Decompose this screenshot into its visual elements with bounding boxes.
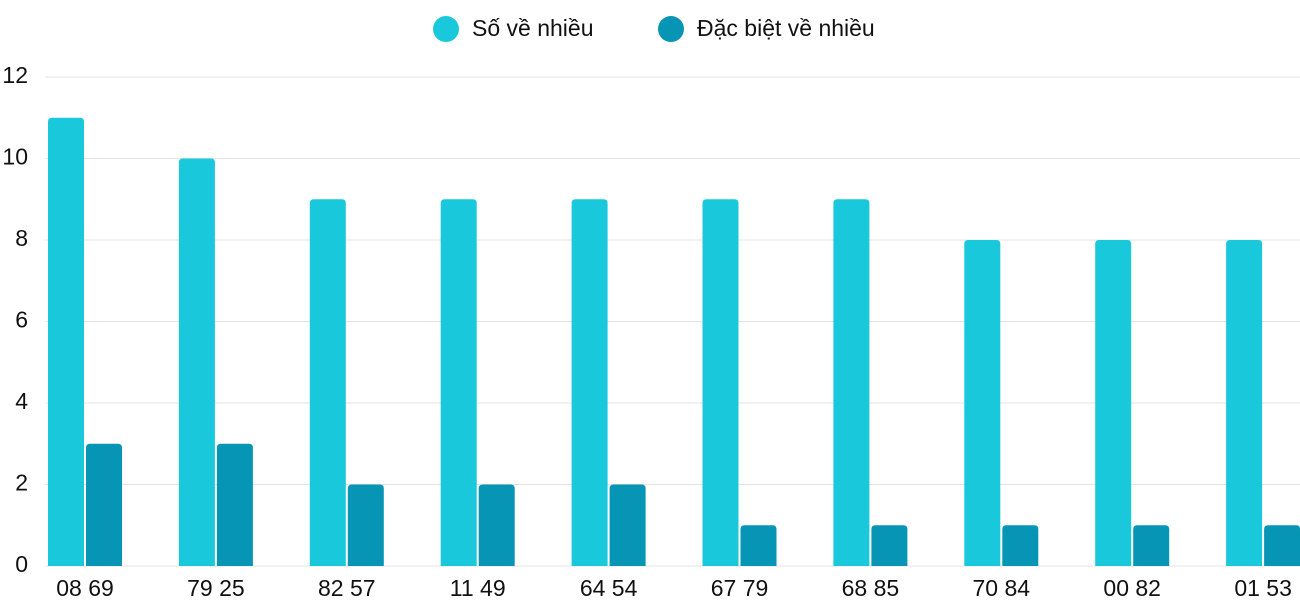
bar — [309, 199, 346, 566]
legend-swatch — [658, 16, 684, 42]
bar — [347, 484, 384, 566]
x-tick-label: 64 54 — [580, 575, 638, 600]
bar — [478, 484, 515, 566]
y-tick-label: 10 — [2, 144, 28, 170]
y-tick-label: 4 — [15, 388, 28, 414]
bar — [871, 525, 908, 566]
y-tick-label: 12 — [2, 62, 28, 88]
y-tick-label: 6 — [15, 307, 28, 333]
bar — [1002, 525, 1039, 566]
bar — [216, 443, 253, 566]
bar — [1264, 525, 1300, 566]
bar — [740, 525, 777, 566]
legend-swatch — [433, 16, 459, 42]
y-tick-label: 0 — [15, 551, 28, 577]
y-tick-label: 8 — [15, 225, 28, 251]
bar — [964, 240, 1001, 566]
bar — [702, 199, 739, 566]
bar — [1133, 525, 1170, 566]
bar — [609, 484, 646, 566]
x-tick-label: 11 49 — [450, 575, 506, 600]
x-tick-label: 08 69 — [56, 575, 114, 600]
bar — [833, 199, 870, 566]
bar — [48, 117, 84, 566]
x-tick-label: 00 82 — [1103, 575, 1161, 600]
bar — [1095, 240, 1132, 566]
bar — [571, 199, 608, 566]
bar — [440, 199, 477, 566]
x-tick-label: 79 25 — [187, 575, 245, 600]
legend-label: Số về nhiều — [472, 15, 593, 41]
bar — [1226, 240, 1263, 566]
x-tick-label: 70 84 — [973, 575, 1031, 600]
bar — [86, 443, 122, 566]
bar — [178, 158, 215, 566]
x-tick-label: 67 79 — [711, 575, 769, 600]
y-tick-label: 2 — [15, 470, 28, 496]
x-tick-label: 68 85 — [842, 575, 900, 600]
x-tick-label: 82 57 — [318, 575, 376, 600]
x-tick-label: 01 53 — [1234, 575, 1292, 600]
legend-label: Đặc biệt về nhiều — [697, 15, 875, 41]
